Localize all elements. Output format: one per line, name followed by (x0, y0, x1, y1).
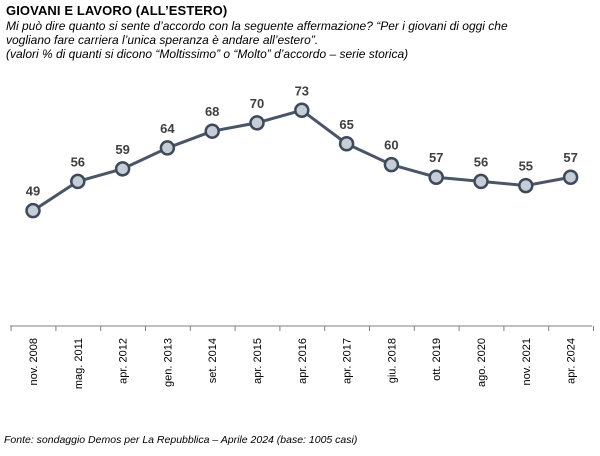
data-point-group (25, 102, 579, 219)
data-point (204, 123, 220, 139)
data-point (70, 173, 86, 190)
x-tick-label: apr. 2017 (342, 338, 354, 384)
chart-subtitle: Mi può dire quanto si sente d’accordo co… (6, 19, 596, 61)
data-point (249, 115, 265, 131)
x-tick-label: ago. 2020 (476, 338, 488, 387)
data-label: 57 (429, 150, 443, 165)
x-tick-label: mag. 2011 (73, 338, 85, 389)
data-point (518, 177, 534, 194)
data-label: 70 (250, 96, 264, 111)
subtitle-line-2: vogliano fare carriera l’unica speranza … (6, 33, 319, 47)
data-label: 56 (71, 154, 85, 169)
data-label: 55 (519, 159, 533, 174)
x-tick-label: apr. 2016 (297, 338, 309, 384)
data-point (562, 169, 579, 185)
series-line (32, 108, 571, 212)
data-label: 56 (474, 154, 488, 169)
data-point (25, 202, 41, 219)
series-line-group (32, 108, 571, 212)
data-label: 60 (384, 138, 398, 153)
data-point (428, 169, 444, 185)
data-label: 73 (295, 83, 309, 98)
x-tick-label-group: nov. 2008 mag. 2011 apr. 2012 gen. 2013 set.… (28, 338, 578, 389)
data-label-group: 49 56 59 64 68 70 73 65 60 57 56 55 57 (26, 83, 578, 198)
x-tick-label: apr. 2012 (118, 338, 130, 384)
data-label: 49 (26, 184, 40, 199)
line-chart: 49 56 59 64 68 70 73 65 60 57 56 55 57 nov. 2008 mag.… (10, 83, 594, 389)
x-tick-label: giu. 2018 (386, 338, 398, 383)
x-tick-label: nov. 2008 (28, 338, 40, 386)
data-point (383, 156, 400, 173)
source-note: Fonte: sondaggio Demos per La Repubblica… (4, 434, 358, 446)
x-tick-label: ott. 2019 (431, 338, 443, 381)
subtitle-line-3: (valori % di quanti si dicono “Moltissim… (6, 47, 409, 61)
data-point (473, 173, 489, 190)
x-tick-label: apr. 2024 (566, 338, 578, 384)
data-point (338, 136, 355, 152)
data-label: 65 (339, 117, 353, 132)
data-point (294, 102, 310, 119)
data-label: 68 (205, 104, 219, 119)
data-point (159, 140, 176, 156)
data-label: 64 (160, 121, 175, 136)
data-label: 57 (563, 150, 577, 165)
data-point (114, 161, 131, 177)
x-tick-label: gen. 2013 (162, 338, 174, 387)
subtitle-line-1: Mi può dire quanto si sente d’accordo co… (6, 19, 508, 33)
x-tick-label: nov. 2021 (521, 338, 533, 386)
chart-title: GIOVANI E LAVORO (ALL’ESTERO) (6, 3, 228, 18)
x-axis (10, 325, 594, 331)
data-label: 59 (115, 142, 129, 157)
x-tick-label: apr. 2015 (252, 338, 264, 384)
x-tick-label: set. 2014 (207, 338, 219, 383)
